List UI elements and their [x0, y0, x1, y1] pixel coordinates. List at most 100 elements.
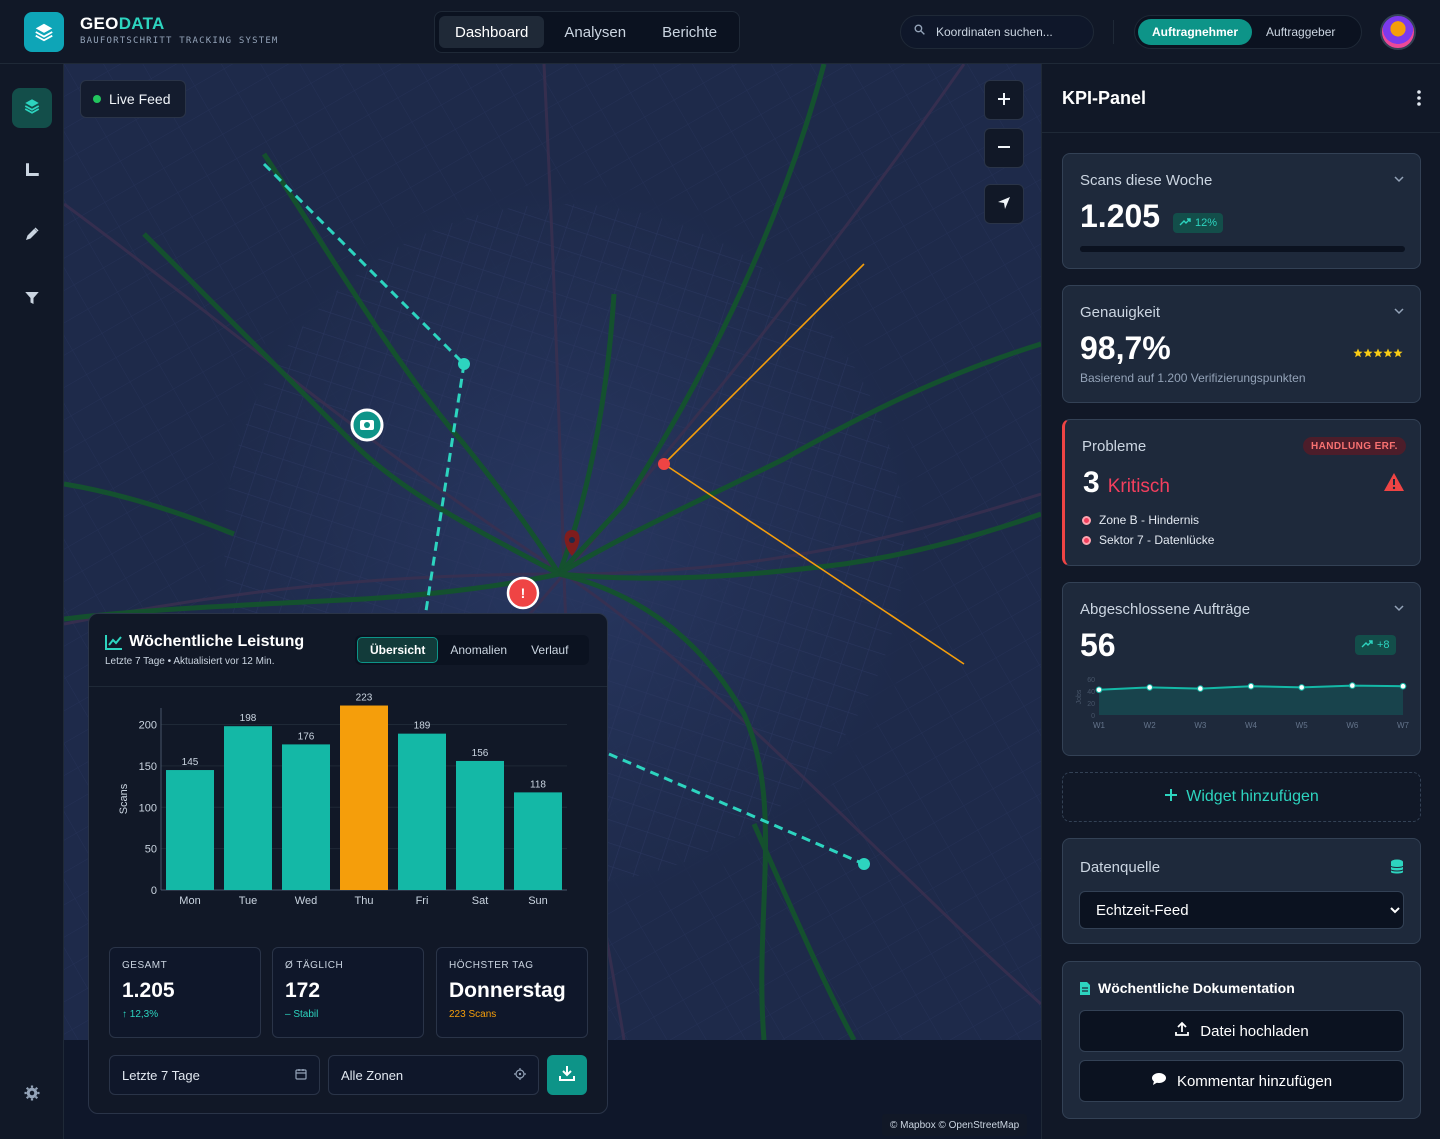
bar-value-label: 189	[414, 721, 431, 732]
role-auftragnehmer[interactable]: Auftragnehmer	[1138, 19, 1253, 45]
data-source-select[interactable]: Echtzeit-Feed	[1079, 891, 1404, 929]
issue-item[interactable]: Sektor 7 - Datenlücke	[1082, 533, 1214, 547]
zoom-out-button[interactable]	[984, 128, 1024, 168]
problems-count-row: 3 Kritisch	[1083, 466, 1170, 500]
upload-file-button[interactable]: Datei hochladen	[1079, 1010, 1404, 1052]
accuracy-note: Basierend auf 1.200 Verifizierungspunkte…	[1080, 371, 1306, 385]
spark-x-tick: W6	[1346, 721, 1359, 730]
issue-item[interactable]: Zone B - Hindernis	[1082, 513, 1199, 527]
y-tick-label: 150	[139, 761, 157, 773]
measure-origin[interactable]	[658, 458, 670, 470]
survey-point[interactable]	[858, 858, 870, 870]
bar-value-label: 176	[298, 731, 315, 742]
stat-total-label: GESAMT	[122, 960, 168, 971]
spark-point	[1146, 684, 1153, 691]
upload-file-label: Datei hochladen	[1200, 1022, 1309, 1040]
issue-dot-icon	[1082, 515, 1091, 525]
tab-berichte[interactable]: Berichte	[662, 23, 718, 41]
x-tick-label: Sat	[472, 895, 489, 907]
spark-point	[1399, 682, 1407, 690]
x-tick-label: Fri	[416, 895, 429, 907]
star-icon	[1373, 348, 1383, 358]
search-input[interactable]	[936, 25, 1086, 39]
problems-count: 3	[1083, 466, 1100, 499]
main-nav: Dashboard Analysen Berichte	[434, 11, 740, 53]
rating-stars	[1353, 348, 1403, 358]
scans-trend-value: 12%	[1195, 217, 1218, 229]
kpi-accuracy-card: Genauigkeit 98,7% Basierend auf 1.200 Ve…	[1062, 285, 1421, 403]
period-filter[interactable]: Letzte 7 Tage	[109, 1055, 320, 1095]
filter-icon	[23, 289, 41, 312]
live-feed-badge[interactable]: Live Feed	[80, 80, 186, 118]
x-tick-label: Sun	[528, 895, 548, 907]
spark-x-tick: W5	[1296, 721, 1309, 730]
stat-total: GESAMT 1.205 ↑ 12,3%	[109, 947, 261, 1038]
problems-label: Probleme	[1082, 438, 1147, 455]
weekly-bar-chart: 0 50 100 150 200 Scans 145 Mon 198 Tue 176 Wed 223 Th…	[118, 693, 567, 907]
spark-y-tick: 20	[1087, 701, 1095, 708]
trend-up-icon	[1361, 639, 1373, 652]
spark-x-tick: W3	[1194, 721, 1207, 730]
comment-icon	[1151, 1072, 1167, 1090]
sidebar-item-measure[interactable]	[12, 152, 52, 192]
download-button[interactable]	[547, 1055, 587, 1095]
zoom-in-button[interactable]	[984, 80, 1024, 120]
chevron-down-icon[interactable]	[1392, 304, 1406, 318]
sidebar-item-settings[interactable]	[12, 1075, 52, 1115]
bar-value-label: 223	[356, 693, 373, 704]
completed-label: Abgeschlossene Aufträge	[1080, 601, 1251, 618]
chevron-down-icon[interactable]	[1392, 601, 1406, 615]
download-icon	[558, 1064, 576, 1087]
alert-marker[interactable]: !	[506, 576, 540, 610]
layers-icon	[23, 97, 41, 120]
add-widget-button[interactable]: Widget hinzufügen	[1062, 772, 1421, 822]
spark-y-tick: 0	[1091, 713, 1095, 720]
tab-analysen[interactable]: Analysen	[564, 23, 627, 41]
chevron-down-icon[interactable]	[1392, 172, 1406, 186]
survey-path	[262, 162, 865, 866]
action-required-badge: HANDLUNG ERF.	[1303, 437, 1406, 455]
stat-peak-value: Donnerstag	[449, 979, 566, 1002]
more-options-icon[interactable]	[1412, 88, 1426, 108]
bar	[282, 744, 330, 890]
add-widget-label: Widget hinzufügen	[1186, 788, 1319, 805]
search-box	[900, 15, 1094, 49]
add-comment-button[interactable]: Kommentar hinzufügen	[1079, 1060, 1404, 1102]
tab-history[interactable]: Verlauf	[531, 643, 569, 657]
sidebar-item-filter[interactable]	[12, 280, 52, 320]
tab-dashboard[interactable]: Dashboard	[439, 16, 545, 48]
sidebar-item-layers[interactable]	[12, 88, 52, 128]
avatar[interactable]	[1380, 14, 1416, 50]
y-tick-label: 0	[151, 885, 157, 897]
tab-overview[interactable]: Übersicht	[357, 637, 439, 663]
x-tick-label: Mon	[179, 895, 200, 907]
survey-point[interactable]	[458, 358, 470, 370]
weekly-subtitle: Letzte 7 Tage • Aktualisiert vor 12 Min.	[105, 656, 275, 667]
accuracy-value: 98,7%	[1080, 330, 1171, 366]
database-icon	[1390, 859, 1404, 880]
camera-marker[interactable]	[350, 408, 384, 442]
weekly-title: Wöchentliche Leistung	[129, 633, 305, 650]
tab-anomalies[interactable]: Anomalien	[450, 643, 508, 657]
spark-point	[1247, 682, 1255, 690]
bar	[456, 760, 504, 890]
search-icon	[913, 23, 926, 41]
y-axis-label: Scans	[118, 783, 130, 814]
zone-filter-value: Alle Zonen	[341, 1067, 404, 1083]
stat-daily-value: 172	[285, 979, 321, 1002]
bar-value-label: 156	[472, 748, 489, 759]
calendar-icon	[295, 1068, 307, 1083]
zone-filter[interactable]: Alle Zonen	[328, 1055, 539, 1095]
svg-text:!: !	[521, 585, 526, 601]
bar-value-label: 198	[240, 713, 257, 724]
role-toggle: Auftragnehmer Auftraggeber	[1134, 15, 1362, 49]
stat-peak-label: HÖCHSTER TAG	[449, 960, 534, 971]
completed-value: 56	[1080, 627, 1116, 663]
spark-point	[1197, 685, 1204, 692]
brand-name-accent: DATA	[118, 14, 165, 33]
issue-label: Sektor 7 - Datenlücke	[1099, 533, 1215, 547]
locate-button[interactable]	[984, 184, 1024, 224]
role-auftraggeber[interactable]: Auftraggeber	[1266, 25, 1336, 39]
sidebar-item-draw[interactable]	[12, 216, 52, 256]
location-pin-icon[interactable]	[564, 530, 580, 556]
